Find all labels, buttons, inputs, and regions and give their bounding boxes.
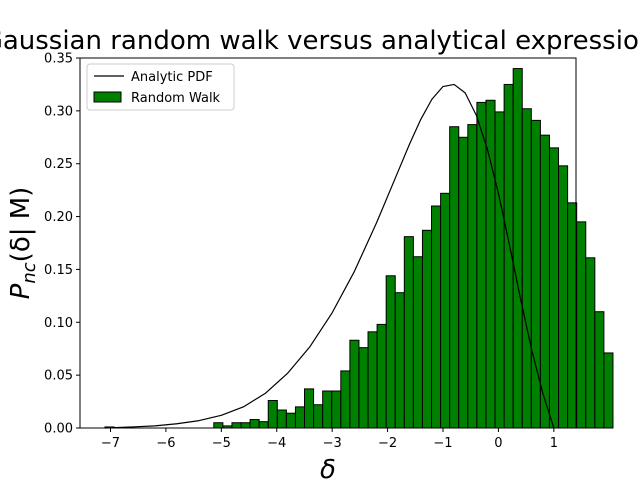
histogram-bar xyxy=(304,388,315,429)
x-tick-label: −3 xyxy=(323,436,342,451)
legend-entry-analytic-pdf: Analytic PDF xyxy=(131,70,213,85)
histogram-bar xyxy=(285,412,296,429)
histogram-bar xyxy=(403,236,414,429)
histogram-bar xyxy=(358,347,369,429)
histogram-bar xyxy=(521,108,532,429)
axes-frame xyxy=(79,57,577,429)
x-axis-title: δ xyxy=(320,455,336,480)
histogram-bar xyxy=(440,192,451,429)
histogram-bar xyxy=(458,136,469,429)
histogram-bar xyxy=(567,202,578,429)
legend-entry-random-walk: Random Walk xyxy=(131,91,221,106)
histogram-bar xyxy=(512,68,523,429)
histogram-bar xyxy=(449,126,460,429)
histogram-bar xyxy=(276,409,287,429)
y-axis-title: Pnc(δ| M) xyxy=(6,187,40,300)
histogram-bar xyxy=(231,422,242,429)
histogram-bar xyxy=(412,256,423,429)
histogram-bar xyxy=(294,406,306,429)
histogram-bar xyxy=(576,221,587,429)
chart-title: Gaussian random walk versus analytical e… xyxy=(0,26,640,56)
histogram-bar xyxy=(213,422,224,429)
x-tick-label: 0 xyxy=(494,436,502,451)
histogram-bar xyxy=(258,421,269,429)
histogram-bar xyxy=(558,165,569,429)
histogram-bar xyxy=(467,124,478,429)
y-tick-label: 0.20 xyxy=(44,210,73,225)
axes: −7 −6 −5 −4 −3 −2 −1 0 1 0.00 0.05 0.10 0.15 0.20 0.25… xyxy=(44,52,577,451)
y-tick-label: 0.35 xyxy=(44,52,73,67)
x-tick-label: −5 xyxy=(212,436,231,451)
histogram-bar xyxy=(585,257,596,429)
histogram-bar xyxy=(394,292,405,429)
legend: Analytic PDF Random Walk xyxy=(86,63,235,111)
histogram-bar xyxy=(494,111,505,429)
legend-bar-swatch xyxy=(93,91,122,103)
histogram-bar xyxy=(340,370,351,429)
histogram-bar xyxy=(594,311,605,429)
histogram-bar xyxy=(322,390,333,429)
analytic-pdf-curve xyxy=(104,83,555,429)
x-tick-label: −2 xyxy=(378,436,397,451)
histogram-bar xyxy=(349,339,360,429)
x-tick-label: 1 xyxy=(550,436,558,451)
y-tick-label: 0.25 xyxy=(44,157,73,172)
x-tick-label: −4 xyxy=(267,436,286,451)
y-tick-label: 0.05 xyxy=(44,369,73,384)
histogram-bar xyxy=(249,419,260,429)
histogram-bar xyxy=(367,331,378,429)
histogram-bar xyxy=(376,323,387,429)
histogram-bar xyxy=(530,119,541,429)
x-tick-label: −6 xyxy=(156,436,175,451)
analytic-pdf-line xyxy=(104,83,555,429)
histogram-bar xyxy=(431,205,442,429)
histogram-bar xyxy=(313,404,324,429)
histogram-bar xyxy=(539,134,550,429)
histogram-bar xyxy=(603,352,614,429)
y-tick-label: 0.30 xyxy=(44,104,73,119)
histogram-bar xyxy=(240,422,251,429)
histogram-bar xyxy=(548,147,560,429)
histogram-bar xyxy=(331,390,342,429)
histogram-bars xyxy=(104,68,614,429)
histogram-bar xyxy=(385,275,396,429)
histogram-bar xyxy=(267,400,278,429)
histogram-bar xyxy=(476,101,487,429)
y-tick-label: 0.00 xyxy=(44,422,73,437)
y-tick-label: 0.10 xyxy=(44,316,73,331)
y-tick-label: 0.15 xyxy=(44,263,73,278)
histogram-bar xyxy=(421,229,433,429)
x-tick-label: −7 xyxy=(101,436,120,451)
x-tick-label: −1 xyxy=(433,436,452,451)
